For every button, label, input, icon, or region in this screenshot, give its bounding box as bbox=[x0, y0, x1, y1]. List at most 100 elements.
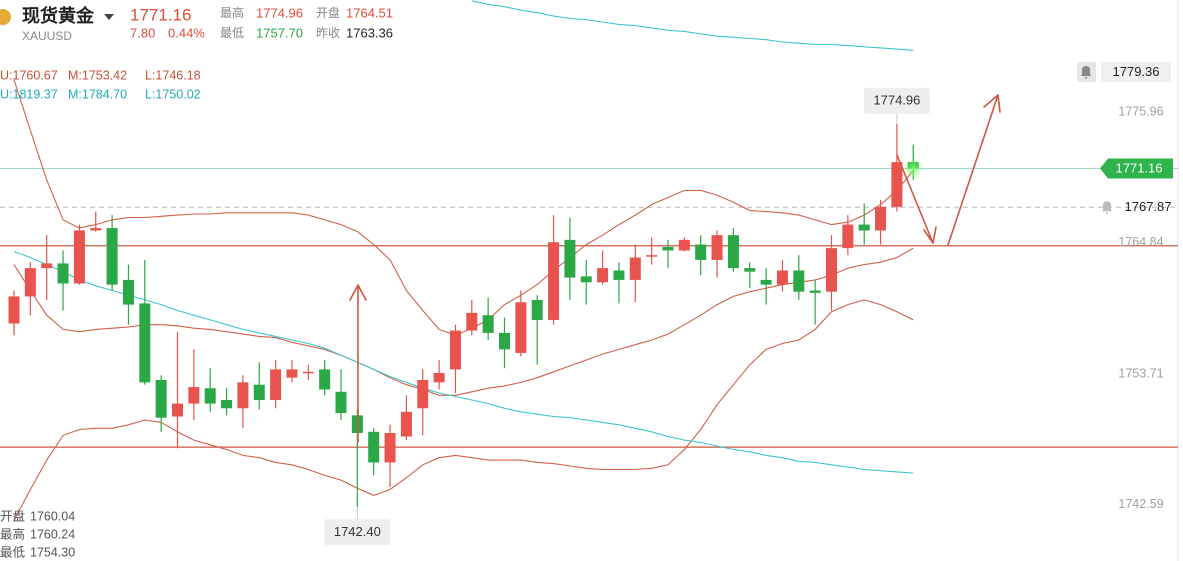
candles-layer bbox=[8, 123, 924, 508]
candle-body bbox=[368, 431, 380, 463]
indicator-line bbox=[13, 251, 914, 474]
candle-body bbox=[384, 432, 396, 463]
candle-body bbox=[106, 228, 118, 285]
candle-body bbox=[678, 239, 690, 251]
candle-body bbox=[744, 268, 756, 272]
indicator-value: U:1760.67 bbox=[0, 68, 58, 82]
change-pct: 0.44% bbox=[168, 25, 205, 40]
arrows bbox=[349, 94, 1001, 443]
indicator-line bbox=[13, 247, 914, 396]
candle-body bbox=[24, 268, 36, 297]
candle-body bbox=[8, 296, 20, 324]
candle-body bbox=[466, 312, 478, 331]
indicator-value: L:1750.02 bbox=[145, 87, 201, 101]
alert-bell bbox=[1102, 201, 1112, 215]
alert-price: 1779.36 bbox=[1113, 64, 1160, 79]
last-price-label: 1771.16 bbox=[1116, 160, 1163, 175]
candle-body bbox=[73, 230, 85, 284]
stat-value: 1764.51 bbox=[346, 5, 393, 20]
lines-layer bbox=[0, 0, 1178, 521]
hover-value: 1754.30 bbox=[30, 545, 75, 559]
dropdown-caret[interactable] bbox=[104, 14, 114, 20]
candle-body bbox=[826, 248, 837, 292]
candle-body bbox=[891, 162, 903, 207]
candle-body bbox=[139, 303, 151, 383]
header: 现货黄金 XAUUSD 1771.16 7.80 0.44% 最高 1774.9… bbox=[0, 5, 393, 43]
stat-label: 最低 bbox=[220, 26, 244, 40]
candle-body bbox=[417, 380, 429, 409]
candle-body bbox=[433, 372, 445, 383]
candle-body bbox=[188, 387, 200, 404]
candle-body bbox=[204, 388, 216, 404]
marker-box bbox=[324, 519, 391, 546]
candle-body bbox=[482, 315, 494, 333]
candle-body bbox=[449, 330, 461, 370]
candle-body bbox=[286, 369, 298, 378]
candle-body bbox=[155, 380, 167, 418]
candle-body bbox=[809, 290, 821, 293]
candle-body bbox=[335, 391, 347, 413]
indicator-value: U:1819.37 bbox=[0, 87, 58, 101]
stat-label: 最高 bbox=[220, 5, 244, 20]
candle-body bbox=[270, 369, 282, 401]
candle-body bbox=[629, 257, 641, 280]
candle-body bbox=[695, 244, 707, 260]
arrow-down-annotation bbox=[896, 154, 937, 244]
y-tick-label: 1753.71 bbox=[1118, 366, 1163, 380]
indicator-value: M:1753.42 bbox=[68, 68, 127, 82]
arrow-up-annotation bbox=[947, 94, 1001, 246]
candle-body bbox=[57, 263, 69, 284]
candle-body bbox=[711, 235, 723, 260]
indicator-value: L:1746.18 bbox=[145, 68, 201, 82]
arrow-up-annotation bbox=[349, 284, 367, 443]
indicator-line bbox=[13, 79, 914, 336]
candle-body bbox=[499, 332, 510, 350]
candle-body bbox=[122, 279, 134, 305]
gold-icon bbox=[0, 9, 11, 25]
candle-body bbox=[776, 270, 788, 285]
stat-label: 开盘 bbox=[316, 5, 340, 20]
marker-label: 1742.40 bbox=[334, 524, 381, 539]
indicator-line bbox=[13, 299, 914, 521]
candle-body bbox=[90, 228, 102, 231]
candle-body bbox=[172, 403, 183, 417]
marker-box bbox=[863, 87, 930, 114]
candle-body bbox=[564, 239, 576, 278]
labels-layer: 1775.96 1764.84 1753.71 1742.59 1774.96 1742.… bbox=[324, 61, 1173, 546]
change: 7.80 bbox=[130, 25, 155, 40]
indicator-line bbox=[471, 0, 914, 51]
indicator-values: U:1760.67 M:1753.42 L:1746.18 U:1819.37 … bbox=[0, 68, 201, 101]
candle-body bbox=[793, 270, 805, 292]
candle-body bbox=[580, 276, 592, 283]
hover-label: 开盘 bbox=[0, 508, 25, 523]
hover-label: 最高 bbox=[0, 526, 25, 541]
candle-body bbox=[613, 270, 625, 280]
last-price: 1771.16 bbox=[130, 5, 191, 24]
hover-value: 1760.04 bbox=[30, 509, 75, 523]
candle-body bbox=[41, 263, 53, 269]
candle-body bbox=[842, 224, 854, 249]
y-tick-label: 1742.59 bbox=[1118, 497, 1163, 511]
candle-body bbox=[548, 242, 560, 320]
stat-value: 1774.96 bbox=[256, 5, 303, 20]
candle-body bbox=[597, 268, 609, 283]
hover-label: 最低 bbox=[0, 545, 26, 559]
candle-body bbox=[727, 235, 739, 269]
symbol: XAUUSD bbox=[22, 29, 72, 43]
candle-body bbox=[858, 224, 870, 231]
candle-body bbox=[237, 382, 249, 409]
last-candle-glow bbox=[903, 158, 924, 179]
y-tick-label: 1764.84 bbox=[1118, 235, 1163, 249]
candle-body bbox=[302, 371, 314, 374]
candle-body bbox=[531, 299, 543, 320]
instrument-name: 现货黄金 bbox=[22, 5, 95, 26]
stat-value: 1763.36 bbox=[346, 25, 393, 40]
candle-body bbox=[662, 246, 674, 251]
alert-price: 1767.87 bbox=[1125, 199, 1172, 214]
candle-body bbox=[875, 206, 887, 231]
candle-body bbox=[646, 255, 658, 257]
marker-label: 1774.96 bbox=[873, 93, 920, 108]
candle-body bbox=[515, 302, 527, 353]
indicator-value: M:1784.70 bbox=[68, 87, 127, 101]
